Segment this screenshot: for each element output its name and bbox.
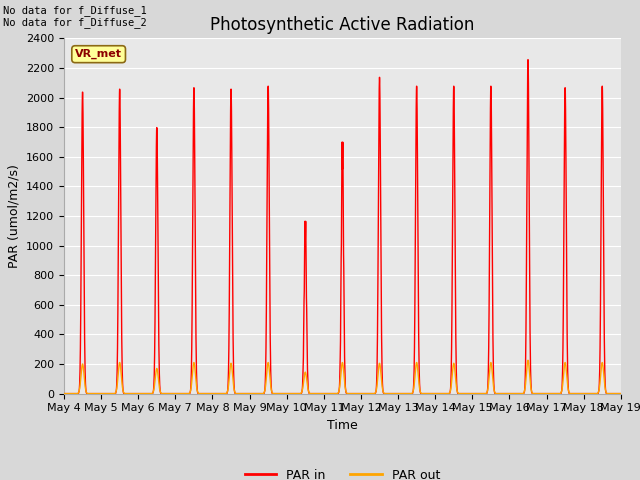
Text: VR_met: VR_met	[75, 49, 122, 60]
Title: Photosynthetic Active Radiation: Photosynthetic Active Radiation	[210, 16, 475, 34]
Text: No data for f_Diffuse_1
No data for f_Diffuse_2: No data for f_Diffuse_1 No data for f_Di…	[3, 5, 147, 28]
Legend: PAR in, PAR out: PAR in, PAR out	[240, 464, 445, 480]
X-axis label: Time: Time	[327, 419, 358, 432]
Y-axis label: PAR (umol/m2/s): PAR (umol/m2/s)	[8, 164, 20, 268]
